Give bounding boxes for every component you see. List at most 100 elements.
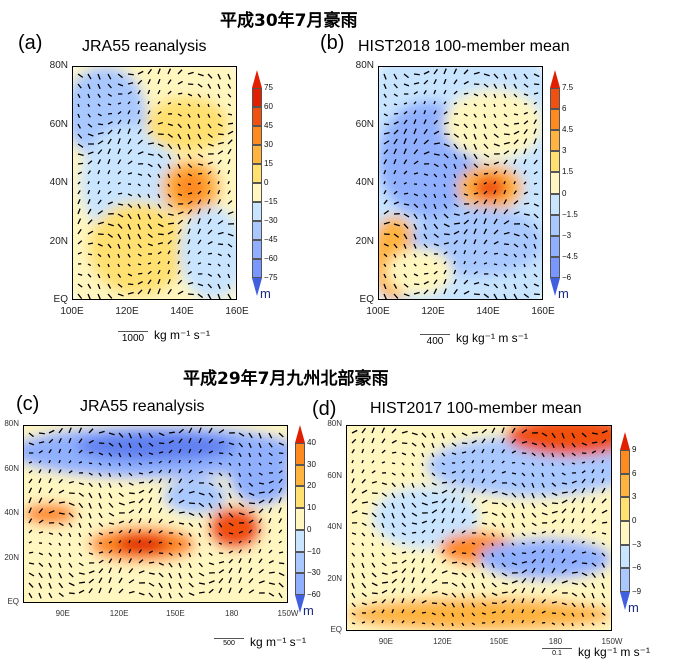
- flux-vector: [431, 558, 435, 564]
- flux-vector: [28, 487, 33, 494]
- panel-title: HIST2018 100-member mean: [358, 38, 570, 55]
- flux-vector: [381, 581, 389, 584]
- flux-vector: [88, 492, 93, 499]
- flux-vector: [98, 512, 103, 519]
- flux-vector: [148, 518, 152, 524]
- flux-vector: [227, 200, 233, 205]
- flux-vector: [453, 183, 457, 187]
- flux-vector: [533, 213, 539, 219]
- flux-vector: [463, 211, 470, 215]
- anomaly-region: [386, 248, 453, 296]
- flux-vector: [531, 577, 535, 584]
- flux-vector: [503, 150, 510, 155]
- flux-vector: [208, 472, 214, 475]
- flux-vector: [453, 79, 458, 85]
- flux-vector: [383, 210, 390, 215]
- flux-vector: [451, 487, 456, 494]
- flux-vector: [561, 472, 566, 476]
- flux-vector: [503, 273, 507, 278]
- flux-vector: [48, 498, 54, 504]
- flux-vector: [403, 243, 407, 249]
- flux-vector: [77, 190, 81, 195]
- flux-vector: [107, 263, 110, 268]
- flux-vector: [108, 522, 115, 525]
- flux-vector: [601, 542, 605, 546]
- flux-vector: [591, 530, 597, 534]
- flux-vector: [97, 263, 101, 268]
- flux-vector: [207, 252, 213, 255]
- flux-vector: [571, 571, 578, 574]
- flux-vector: [533, 73, 540, 78]
- flux-vector: [481, 552, 485, 557]
- flux-vector: [117, 73, 123, 79]
- flux-vector: [591, 582, 596, 589]
- flux-vector: [541, 452, 545, 458]
- flux-vector: [258, 482, 265, 485]
- flux-vector: [371, 470, 376, 474]
- flux-vector: [187, 192, 193, 195]
- flux-vector: [511, 542, 515, 546]
- flux-vector: [117, 181, 121, 185]
- flux-vector: [228, 577, 232, 584]
- flux-vector: [351, 459, 354, 464]
- flux-vector: [423, 193, 428, 198]
- flux-vector: [513, 83, 518, 89]
- colorbar-segment: [295, 486, 305, 509]
- flux-vector: [278, 442, 285, 446]
- flux-vector: [138, 462, 143, 466]
- flux-vector: [197, 113, 201, 118]
- flux-vector: [137, 203, 141, 209]
- flux-vector: [453, 153, 458, 160]
- flux-vector: [581, 592, 586, 599]
- flux-vector: [473, 261, 477, 265]
- flux-vector: [238, 442, 243, 448]
- flux-vector: [97, 293, 101, 300]
- figure-title-top: 平成30年7月豪雨: [220, 11, 358, 31]
- colorbar-segment: [550, 151, 560, 173]
- flux-vector: [228, 522, 234, 527]
- flux-vector: [383, 123, 390, 126]
- flux-vector: [197, 93, 202, 98]
- flux-vector: [453, 90, 458, 95]
- flux-vector: [351, 602, 356, 608]
- flux-vector: [127, 91, 132, 95]
- flux-vector: [551, 482, 557, 487]
- flux-vector: [433, 279, 438, 285]
- flux-vector: [158, 507, 163, 514]
- flux-vector: [107, 273, 111, 279]
- flux-vector: [383, 263, 387, 268]
- flux-vector: [117, 102, 122, 105]
- flux-vector: [138, 481, 145, 484]
- flux-vector: [188, 512, 195, 517]
- flux-vector: [137, 90, 141, 95]
- flux-vector: [188, 490, 195, 494]
- reference-vector-value: 400: [426, 336, 444, 347]
- lat-tick-label: 60N: [327, 470, 342, 480]
- flux-vector: [58, 552, 62, 558]
- flux-vector: [383, 273, 387, 279]
- flux-vector: [198, 470, 203, 474]
- flux-vector: [228, 492, 232, 499]
- flux-vector: [393, 190, 398, 195]
- flux-vector: [58, 448, 62, 454]
- flux-vector: [473, 209, 479, 215]
- flux-vector: [491, 620, 495, 624]
- flux-vector: [371, 601, 378, 604]
- colorbar-segment: [252, 183, 262, 202]
- flux-vector: [371, 620, 375, 624]
- flux-vector: [493, 189, 497, 195]
- flux-vector: [278, 461, 283, 464]
- flux-vector: [118, 482, 123, 488]
- flux-vector: [531, 442, 538, 446]
- flux-vector: [451, 470, 456, 474]
- flux-vector: [38, 478, 42, 484]
- flux-vector: [591, 612, 595, 617]
- flux-vector: [118, 557, 122, 564]
- flux-vector: [108, 512, 115, 517]
- flux-vector: [561, 482, 568, 485]
- flux-vector: [443, 153, 449, 159]
- flux-vector: [118, 472, 122, 477]
- flux-vector: [147, 119, 152, 125]
- flux-vector: [227, 283, 231, 290]
- colorbar-min-arrow: [620, 592, 630, 610]
